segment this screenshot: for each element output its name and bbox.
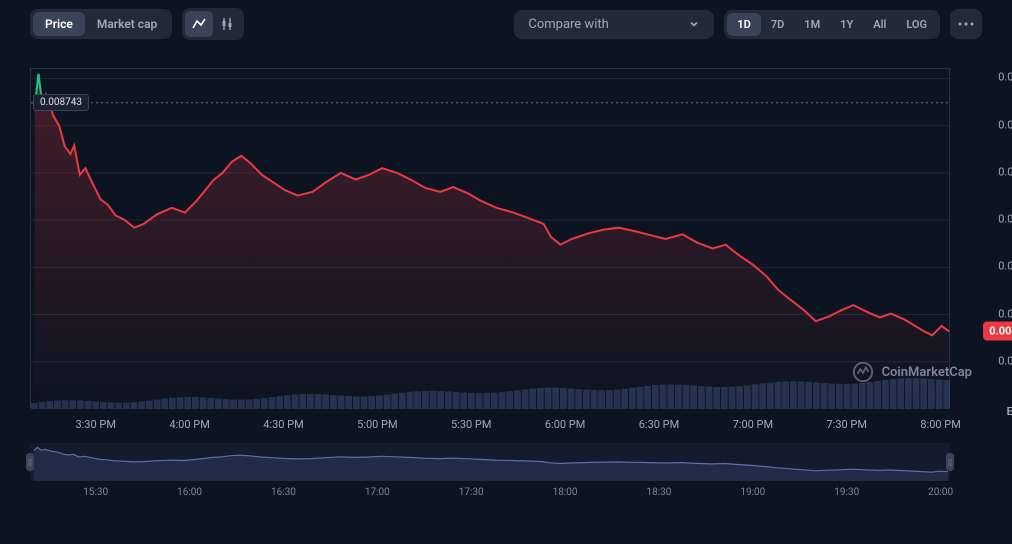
nav-x-tick: 18:30 [647, 487, 672, 498]
chart-toolbar: Price Market cap Compare with 1D7D1M1YAl… [0, 0, 1012, 48]
nav-x-tick: 15:30 [83, 487, 108, 498]
timerange-1y[interactable]: 1Y [830, 13, 863, 36]
x-tick: 6:00 PM [545, 418, 585, 431]
x-tick: 3:30 PM [75, 418, 115, 431]
currency-label: EUR [1007, 405, 1012, 418]
nav-x-tick: 17:00 [365, 487, 390, 498]
line-chart-icon[interactable] [185, 11, 213, 37]
navigator-handle-right[interactable]: || [946, 453, 954, 471]
compare-label: Compare with [528, 17, 608, 32]
navigator-handle-left[interactable]: || [26, 453, 34, 471]
x-tick: 4:30 PM [263, 418, 303, 431]
x-tick: 5:00 PM [357, 418, 397, 431]
x-tick: 6:30 PM [639, 418, 679, 431]
y-tick: 0.0060 [998, 354, 1012, 367]
metric-toggle: Price Market cap [30, 9, 172, 39]
y-tick: 0.0075 [998, 213, 1012, 226]
y-tick: 0.0080 [998, 165, 1012, 178]
current-price-badge: 0.0063 [983, 321, 1012, 340]
x-axis: 3:30 PM 4:00 PM 4:30 PM 5:00 PM 5:30 PM 6:00 … [30, 408, 950, 438]
compare-dropdown[interactable]: Compare with [514, 10, 714, 39]
y-tick: 0.0090 [998, 71, 1012, 84]
brand-watermark: CoinMarketCap [852, 361, 972, 383]
main-chart[interactable]: 0.008743 0.0063 0.00900.00850.00800.0075… [30, 68, 982, 438]
nav-x-tick: 20:00 [928, 487, 953, 498]
nav-x-tick: 16:30 [271, 487, 296, 498]
timerange-1d[interactable]: 1D [727, 13, 760, 36]
x-tick: 7:30 PM [826, 418, 866, 431]
chevron-down-icon [688, 18, 700, 30]
plot-region: 0.008743 [30, 68, 950, 408]
y-tick: 0.0070 [998, 260, 1012, 273]
range-navigator[interactable]: || || 15:30 16:00 16:30 17:00 17:30 18:00 18:3… [30, 443, 982, 513]
y-tick: 0.0065 [998, 307, 1012, 320]
price-toggle[interactable]: Price [33, 12, 85, 36]
reference-price-label: 0.008743 [33, 94, 89, 111]
x-tick: 7:00 PM [733, 418, 773, 431]
more-button[interactable] [950, 9, 982, 39]
timerange-log[interactable]: LOG [896, 13, 937, 36]
timerange-1m[interactable]: 1M [794, 13, 830, 36]
timerange-group: 1D7D1M1YAllLOG [724, 10, 940, 39]
chart-type-group [182, 8, 244, 40]
timerange-7d[interactable]: 7D [761, 13, 794, 36]
candlestick-icon[interactable] [213, 11, 241, 37]
navigator-x-axis: 15:30 16:00 16:30 17:00 17:30 18:00 18:30 19:00… [30, 481, 950, 506]
brand-logo-icon [852, 361, 874, 383]
nav-x-tick: 17:30 [459, 487, 484, 498]
timerange-all[interactable]: All [863, 13, 896, 36]
nav-x-tick: 18:00 [553, 487, 578, 498]
brand-watermark-text: CoinMarketCap [882, 365, 972, 380]
x-tick: 4:00 PM [169, 418, 209, 431]
nav-x-tick: 16:00 [177, 487, 202, 498]
navigator-plot: || || [30, 443, 950, 481]
nav-x-tick: 19:00 [740, 487, 765, 498]
y-axis: 0.0090 0.0085 0.0080 0.0075 0.0070 0.0065 0.00… [987, 68, 1012, 408]
y-tick: 0.0085 [998, 118, 1012, 131]
x-tick: 5:30 PM [451, 418, 491, 431]
ellipsis-icon [958, 22, 974, 26]
marketcap-toggle[interactable]: Market cap [85, 12, 169, 36]
nav-x-tick: 19:30 [834, 487, 859, 498]
x-tick: 8:00 PM [920, 418, 960, 431]
